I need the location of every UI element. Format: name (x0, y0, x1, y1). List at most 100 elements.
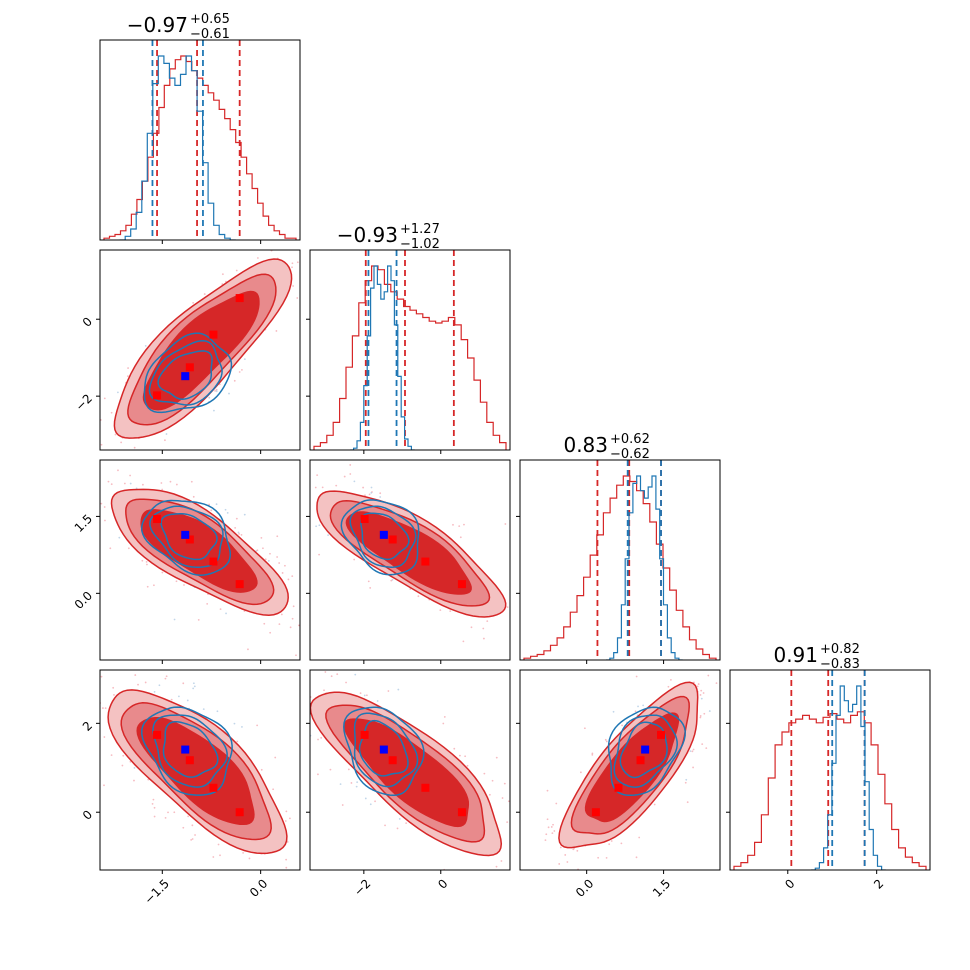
scatter-point (317, 738, 319, 741)
scatter-point (483, 772, 486, 775)
scatter-point (453, 747, 456, 750)
scatter-point (286, 841, 289, 843)
y-tick-label: 0 (80, 807, 95, 822)
scatter-point (315, 665, 317, 667)
scatter-point (591, 752, 594, 755)
scatter-point (327, 534, 329, 537)
scatter-point (635, 675, 638, 678)
scatter-point (291, 617, 294, 620)
scatter-point (256, 257, 259, 259)
blue-marker (641, 745, 650, 754)
title-0: −0.97 +0.65−0.61 (127, 12, 230, 42)
scatter-point (169, 480, 172, 483)
scatter-point (287, 578, 290, 581)
scatter-point (341, 804, 344, 806)
y-tick-label: 1.5 (72, 512, 95, 535)
red-marker (235, 294, 244, 303)
scatter-point (173, 811, 176, 814)
scatter-point (551, 877, 553, 879)
scatter-point (470, 626, 473, 629)
title-3: 0.91 +0.82−0.83 (773, 642, 859, 672)
blue-contour-mid (613, 714, 678, 788)
scatter-point (529, 941, 531, 943)
red-marker (153, 391, 162, 400)
scatter-point (260, 768, 263, 771)
scatter-point (405, 822, 408, 825)
scatter-point (87, 709, 89, 711)
scatter-point (103, 506, 106, 508)
scatter-point (152, 798, 155, 801)
scatter-point (621, 724, 624, 727)
scatter-point (537, 625, 539, 627)
scatter-point (129, 474, 132, 477)
scatter-point (117, 462, 119, 464)
panel-frame (309, 459, 511, 661)
scatter-point (507, 800, 510, 803)
scatter-point (212, 856, 215, 858)
scatter-point (192, 495, 195, 498)
scatter-point (736, 664, 738, 666)
blue-contour-mid (353, 712, 419, 788)
scatter-point (118, 536, 121, 539)
scatter-point (269, 672, 271, 674)
blue-contour-mid (152, 714, 228, 788)
scatter-point (284, 564, 286, 567)
scatter-point (304, 815, 306, 817)
scatter-point (365, 694, 368, 697)
red-marker (457, 580, 466, 589)
scatter-point (364, 494, 366, 497)
panel-frame (519, 459, 721, 661)
scatter-point (215, 388, 218, 391)
scatter-point (546, 818, 549, 821)
scatter-point (215, 390, 218, 393)
red-marker (185, 363, 194, 372)
scatter-point (291, 262, 294, 265)
scatter-point (522, 840, 524, 842)
scatter-point (123, 482, 126, 485)
scatter-point (701, 743, 704, 746)
scatter-point (566, 875, 568, 877)
scatter-point (113, 694, 115, 696)
scatter-point (572, 848, 575, 851)
red-marker (421, 557, 430, 566)
scatter-point (285, 810, 288, 813)
scatter-point (387, 690, 390, 692)
scatter-point (323, 689, 325, 692)
red-histogram (523, 475, 717, 660)
scatter-point (715, 682, 718, 685)
blue-contour-mid (149, 505, 224, 568)
scatter-point (637, 705, 639, 708)
scatter-point (330, 675, 333, 678)
scatter-point (262, 450, 264, 452)
blue-contour-inner (160, 513, 218, 561)
scatter-point (555, 802, 558, 805)
scatter-point (161, 488, 164, 491)
scatter-point (576, 849, 579, 852)
scatter-point (696, 685, 699, 688)
scatter-point (355, 785, 358, 788)
scatter-point (121, 764, 124, 767)
title-2: 0.83 +0.62−0.62 (563, 432, 649, 462)
scatter-point (321, 486, 324, 489)
scatter-point (539, 636, 541, 638)
scatter-point (376, 700, 379, 702)
scatter-point (74, 508, 76, 510)
scatter-point (356, 781, 359, 784)
scatter-point (267, 560, 270, 562)
red-marker (388, 535, 397, 544)
scatter-point (317, 773, 319, 776)
scatter-point (686, 801, 689, 804)
scatter-point (120, 441, 123, 444)
blue-marker (181, 530, 190, 539)
blue-contour-outer (343, 706, 425, 797)
scatter-point (264, 558, 267, 561)
scatter-point (537, 605, 539, 607)
scatter-point (442, 722, 445, 725)
pair-panel-3-1 (269, 665, 531, 943)
scatter-point (277, 242, 279, 244)
scatter-point (579, 771, 582, 774)
scatter-point (742, 657, 744, 659)
scatter-point (521, 595, 523, 597)
scatter-point (347, 768, 350, 771)
scatter-point (289, 817, 291, 820)
